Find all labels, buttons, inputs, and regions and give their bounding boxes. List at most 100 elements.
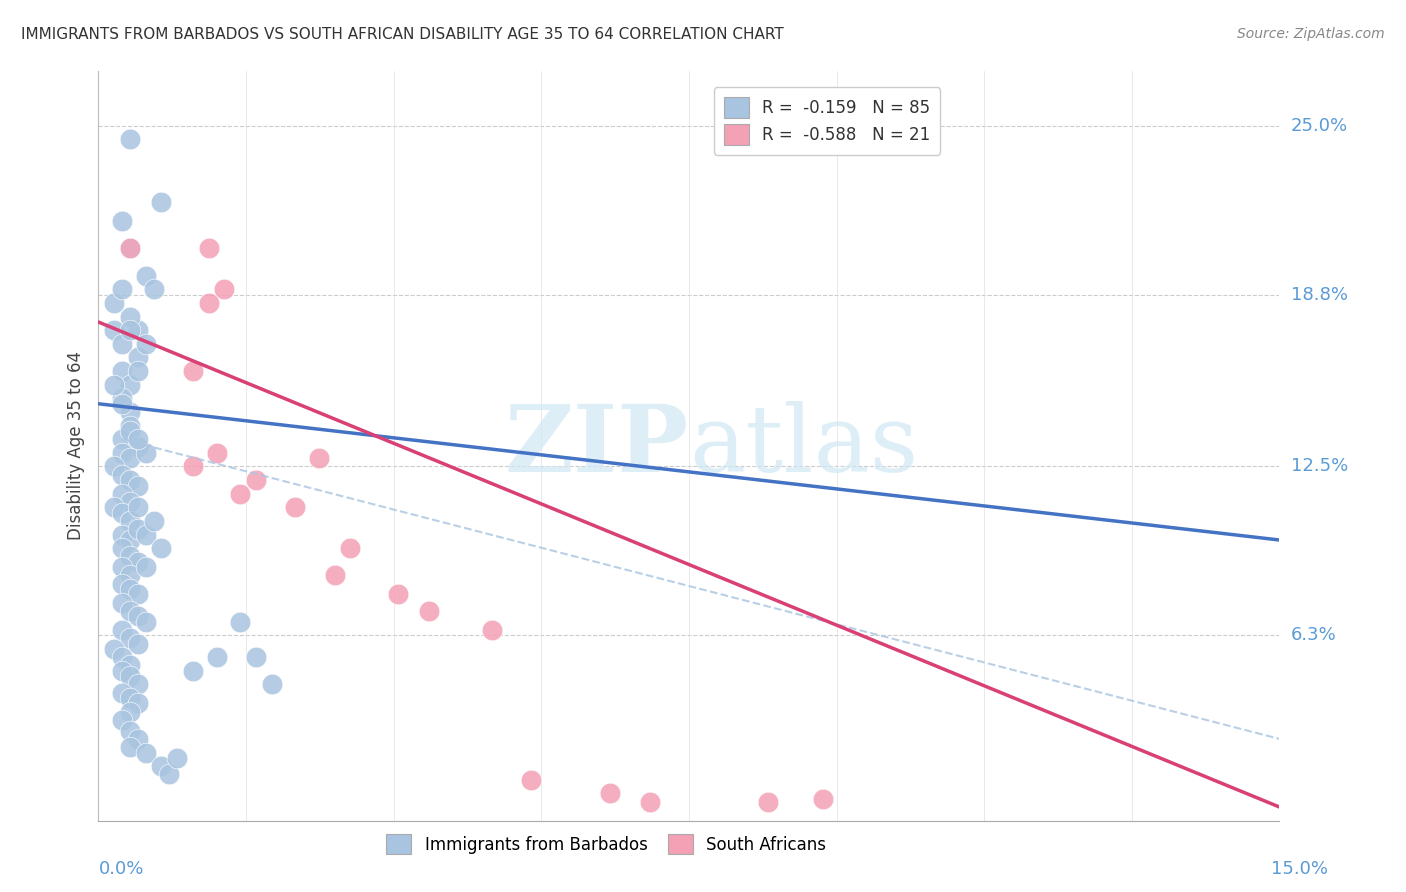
Point bbox=[135, 336, 157, 351]
Point bbox=[118, 242, 141, 256]
Y-axis label: Disability Age 35 to 64: Disability Age 35 to 64 bbox=[66, 351, 84, 541]
Text: 6.3%: 6.3% bbox=[1291, 626, 1336, 644]
Point bbox=[111, 596, 134, 610]
Text: 25.0%: 25.0% bbox=[1291, 117, 1348, 135]
Point bbox=[127, 636, 149, 650]
Point bbox=[111, 364, 134, 378]
Point bbox=[111, 486, 134, 500]
Point bbox=[118, 740, 141, 755]
Point bbox=[150, 759, 173, 773]
Point bbox=[118, 495, 141, 509]
Point bbox=[150, 195, 173, 210]
Point bbox=[245, 473, 267, 487]
Point bbox=[599, 786, 621, 800]
Text: IMMIGRANTS FROM BARBADOS VS SOUTH AFRICAN DISABILITY AGE 35 TO 64 CORRELATION CH: IMMIGRANTS FROM BARBADOS VS SOUTH AFRICA… bbox=[21, 27, 783, 42]
Point bbox=[205, 446, 228, 460]
Point bbox=[111, 392, 134, 406]
Point bbox=[118, 242, 141, 256]
Point bbox=[127, 697, 149, 711]
Point bbox=[111, 664, 134, 678]
Point bbox=[118, 582, 141, 596]
Legend: Immigrants from Barbados, South Africans: Immigrants from Barbados, South Africans bbox=[380, 828, 832, 861]
Point bbox=[418, 604, 440, 618]
Point bbox=[127, 609, 149, 624]
Point bbox=[103, 459, 125, 474]
Point bbox=[118, 533, 141, 547]
Point bbox=[118, 658, 141, 673]
Point bbox=[339, 541, 361, 556]
Point bbox=[118, 451, 141, 466]
Point bbox=[118, 631, 141, 645]
Text: 15.0%: 15.0% bbox=[1271, 860, 1329, 878]
Point bbox=[205, 650, 228, 665]
Point bbox=[127, 364, 149, 378]
Point bbox=[118, 705, 141, 719]
Point bbox=[111, 685, 134, 699]
Point bbox=[118, 132, 141, 146]
Point bbox=[118, 424, 141, 438]
Point bbox=[127, 522, 149, 536]
Point bbox=[150, 541, 173, 556]
Point bbox=[157, 767, 180, 781]
Point bbox=[111, 560, 134, 574]
Point bbox=[118, 473, 141, 487]
Point bbox=[111, 541, 134, 556]
Point bbox=[127, 555, 149, 569]
Point bbox=[811, 792, 834, 806]
Point bbox=[111, 467, 134, 482]
Point bbox=[127, 587, 149, 601]
Point bbox=[127, 351, 149, 365]
Point bbox=[111, 446, 134, 460]
Point bbox=[181, 364, 204, 378]
Text: atlas: atlas bbox=[689, 401, 918, 491]
Point bbox=[103, 642, 125, 657]
Point bbox=[127, 441, 149, 455]
Point bbox=[181, 459, 204, 474]
Point bbox=[229, 615, 252, 629]
Point bbox=[118, 604, 141, 618]
Point bbox=[197, 296, 219, 310]
Point bbox=[197, 242, 219, 256]
Text: ZIP: ZIP bbox=[505, 401, 689, 491]
Point bbox=[323, 568, 346, 582]
Point bbox=[260, 677, 283, 691]
Point bbox=[111, 282, 134, 296]
Point bbox=[127, 731, 149, 746]
Point bbox=[142, 514, 165, 528]
Point bbox=[111, 397, 134, 411]
Point bbox=[135, 615, 157, 629]
Point bbox=[127, 478, 149, 492]
Point bbox=[135, 446, 157, 460]
Point bbox=[103, 296, 125, 310]
Point bbox=[111, 506, 134, 520]
Point bbox=[118, 377, 141, 392]
Point bbox=[103, 323, 125, 337]
Point bbox=[284, 500, 307, 515]
Point bbox=[118, 568, 141, 582]
Point bbox=[142, 282, 165, 296]
Point bbox=[103, 500, 125, 515]
Point bbox=[756, 795, 779, 809]
Point bbox=[520, 772, 543, 787]
Point bbox=[135, 560, 157, 574]
Point bbox=[103, 377, 125, 392]
Point bbox=[118, 669, 141, 683]
Point bbox=[181, 664, 204, 678]
Point bbox=[135, 268, 157, 283]
Point bbox=[229, 486, 252, 500]
Point bbox=[481, 623, 503, 637]
Point bbox=[135, 527, 157, 541]
Point bbox=[118, 418, 141, 433]
Point bbox=[118, 691, 141, 706]
Point bbox=[111, 713, 134, 727]
Point bbox=[118, 514, 141, 528]
Text: 0.0%: 0.0% bbox=[98, 860, 143, 878]
Point bbox=[308, 451, 330, 466]
Point bbox=[111, 576, 134, 591]
Point bbox=[245, 650, 267, 665]
Point bbox=[127, 323, 149, 337]
Point bbox=[118, 405, 141, 419]
Point bbox=[111, 214, 134, 228]
Text: 18.8%: 18.8% bbox=[1291, 285, 1347, 304]
Point bbox=[111, 623, 134, 637]
